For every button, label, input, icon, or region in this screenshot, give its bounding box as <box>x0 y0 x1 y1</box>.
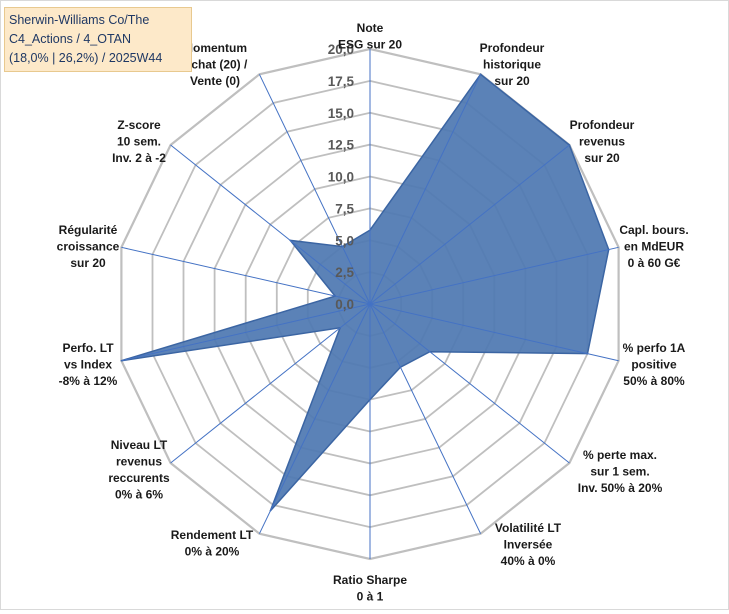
tick-label: 12,5 <box>328 138 355 153</box>
axis-label-line: 50% à 80% <box>623 374 685 388</box>
tick-label: 7,5 <box>335 201 354 216</box>
axis-label-line: Momentum <box>183 41 247 55</box>
axis-label-line: sur 1 sem. <box>590 465 649 479</box>
axis-label: Régularité croissance sur 20 <box>57 223 120 270</box>
axis-label: % perte max. sur 1 sem. Inv. 50% à 20% <box>578 448 663 495</box>
axis-label-line: Rendement LT <box>171 528 254 542</box>
axis-spoke <box>121 303 371 362</box>
axis-label: Z-score 10 sem. Inv. 2 à -2 <box>112 118 166 165</box>
axis-label-line: Profondeur <box>480 41 545 55</box>
axis-label-line: Achat (20) / <box>183 58 248 72</box>
tick-label: 0,0 <box>335 297 354 312</box>
axis-spoke <box>258 303 371 534</box>
axis-label-line: Z-score <box>117 118 161 132</box>
axis-label: Rendement LT 0% à 20% <box>171 528 254 559</box>
axis-label: Volatilité LT Inversée 40% à 0% <box>495 521 562 568</box>
axis-label-line: reccurents <box>108 471 170 485</box>
axis-label-line: positive <box>631 358 677 372</box>
axis-label: Perfo. LT vs Index -8% à 12% <box>59 341 118 388</box>
axis-label-line: 0 à 1 <box>357 590 384 604</box>
axis-spoke <box>121 246 371 305</box>
axis-label: Profondeur historique sur 20 <box>480 41 545 88</box>
axis-label-line: Inv. 50% à 20% <box>578 481 663 495</box>
axis-label-line: historique <box>483 58 541 72</box>
title-line-1: Sherwin-Williams Co/The <box>9 13 150 27</box>
axis-label: Niveau LT revenus reccurents 0% à 6% <box>108 438 170 502</box>
tick-label: 2,5 <box>335 265 354 280</box>
axis-label-line: Vente (0) <box>190 74 240 88</box>
axis-label-line: Note <box>357 21 384 35</box>
axis-label-line: Inv. 2 à -2 <box>112 151 166 165</box>
axis-label-line: -8% à 12% <box>59 374 118 388</box>
axis-label: Ratio Sharpe 0 à 1 <box>333 573 407 604</box>
axis-spoke <box>369 303 570 464</box>
axis-spoke <box>258 74 371 305</box>
tick-label: 15,0 <box>328 106 354 121</box>
axis-label-line: 10 sem. <box>117 135 161 149</box>
axis-label-line: Ratio Sharpe <box>333 573 407 587</box>
axis-label-line: sur 20 <box>584 151 620 165</box>
axis-label: Note ESG sur 20 <box>338 21 402 52</box>
chart-title-box: Sherwin-Williams Co/The C4_Actions / 4_O… <box>4 7 192 72</box>
tick-label: 5,0 <box>335 233 354 248</box>
axis-label-line: croissance <box>57 240 120 254</box>
series-area <box>121 73 610 512</box>
tick-label: 20,0 <box>328 42 354 57</box>
axis-label-line: Capl. bours. <box>619 223 688 237</box>
axis-label-line: ESG sur 20 <box>338 38 402 52</box>
axis-label-line: 0% à 20% <box>185 545 240 559</box>
tick-label: 17,5 <box>328 74 355 89</box>
axis-label: Capl. bours. en MdEUR 0 à 60 G€ <box>619 223 688 270</box>
axis-label-line: 40% à 0% <box>501 554 556 568</box>
axis-label-line: Inversée <box>504 538 553 552</box>
axis-label-line: 0% à 6% <box>115 488 163 502</box>
axis-label: % perfo 1A positive 50% à 80% <box>623 341 686 388</box>
axis-label-line: % perte max. <box>583 448 657 462</box>
axis-label-line: revenus <box>579 135 625 149</box>
axis-spoke <box>369 303 482 534</box>
axis-spoke <box>369 246 619 305</box>
title-line-2: C4_Actions / 4_OTAN <box>9 32 132 46</box>
axis-label-line: vs Index <box>64 358 112 372</box>
axis-label-line: en MdEUR <box>624 240 684 254</box>
axis-label-line: Profondeur <box>570 118 635 132</box>
axis-label-line: Perfo. LT <box>62 341 114 355</box>
axis-label-line: Régularité <box>59 223 118 237</box>
axis-label-line: 0 à 60 G€ <box>628 256 681 270</box>
axis-spoke <box>170 303 371 464</box>
title-line-3: (18,0% | 26,2%) / 2025W44 <box>9 51 163 65</box>
axis-spoke <box>369 74 482 305</box>
axis-label-line: Niveau LT <box>111 438 168 452</box>
axis-label-line: sur 20 <box>70 256 106 270</box>
axis-label-line: sur 20 <box>494 74 530 88</box>
axis-spoke <box>170 144 371 305</box>
tick-label: 10,0 <box>328 170 354 185</box>
axis-spoke <box>369 144 570 305</box>
axis-spoke <box>369 303 619 362</box>
axis-label-line: revenus <box>116 455 162 469</box>
axis-label: Profondeur revenus sur 20 <box>570 118 635 165</box>
axis-label-line: Volatilité LT <box>495 521 562 535</box>
axis-label-line: % perfo 1A <box>623 341 686 355</box>
axis-label: Momentum Achat (20) / Vente (0) <box>183 41 248 88</box>
